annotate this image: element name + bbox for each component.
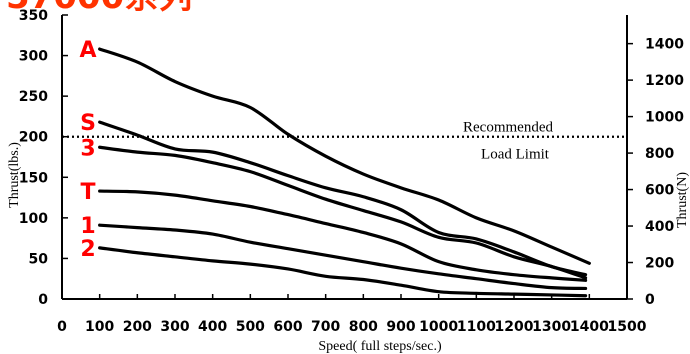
series-label-T: T: [80, 180, 95, 205]
x-tick-label: 400: [198, 319, 227, 335]
y-tick-labels: 0 50 100 150 200 250 300 350: [19, 8, 68, 308]
y-tick-label: 250: [19, 89, 48, 105]
x-tick-label: 1200: [495, 319, 534, 335]
y2-tick-label: 800: [645, 146, 674, 162]
x-tick-label: 1500: [608, 319, 647, 335]
y2-axis-title: Thrust(N): [675, 172, 690, 228]
x-axis-title: Speed( full steps/sec.): [318, 339, 442, 354]
y2-tick-label: 200: [645, 256, 674, 272]
x-tick-label: 1300: [532, 319, 571, 335]
x-tick-label: 900: [386, 319, 415, 335]
series-labels: A S3 T 12: [79, 38, 96, 262]
x-tick-label: 1000: [419, 319, 458, 335]
y2-tick-label: 1000: [645, 110, 684, 126]
x-tick-label: 0: [57, 319, 67, 335]
x-tick-labels: 0 100 200 300 400 500 600 700 800 900 100011001200…: [57, 294, 647, 335]
series-label-2: 2: [80, 237, 95, 262]
y-tick-label: 50: [29, 251, 49, 267]
x-tick-label: 100: [85, 319, 114, 335]
y-tick-label: 0: [38, 292, 48, 308]
y-tick-label: 100: [19, 211, 48, 227]
series-label-3: 3: [80, 136, 95, 161]
y-tick-label: 200: [19, 130, 48, 146]
load-limit-label-2: Load Limit: [481, 147, 550, 163]
y2-tick-label: 400: [645, 219, 674, 235]
x-tick-label: 500: [236, 319, 265, 335]
y-tick-label: 350: [19, 8, 48, 24]
x-tick-label: 800: [349, 319, 378, 335]
x-tick-label: 700: [311, 319, 340, 335]
series-label-S: S: [80, 111, 96, 136]
x-tick-label: 1400: [570, 319, 609, 335]
recommended-load-limit: Recommended Load Limit: [62, 120, 627, 163]
load-limit-label-1: Recommended: [463, 120, 553, 136]
x-tick-label: 600: [273, 319, 302, 335]
x-tick-label: 1100: [457, 319, 496, 335]
series-curves: [100, 49, 590, 296]
y-axis-title: Thrust(lbs.): [7, 142, 22, 208]
y-tick-label: 150: [19, 170, 48, 186]
y-tick-label: 300: [19, 49, 48, 65]
series-line-S: [100, 122, 586, 275]
x-tick-label: 200: [123, 319, 152, 335]
y2-tick-label: 1400: [645, 37, 684, 53]
y2-tick-label: 0: [645, 292, 655, 308]
y2-tick-label: 1200: [645, 73, 684, 89]
x-tick-label: 300: [160, 319, 189, 335]
y2-tick-label: 600: [645, 183, 674, 199]
series-label-A: A: [79, 38, 96, 63]
series-label-1: 1: [80, 214, 95, 239]
